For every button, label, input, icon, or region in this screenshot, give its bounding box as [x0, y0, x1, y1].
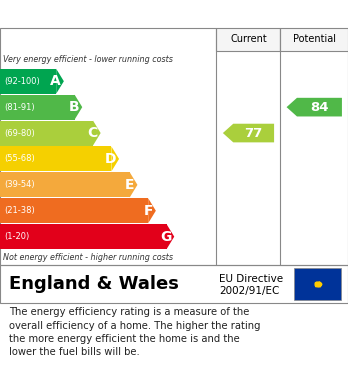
Text: (69-80): (69-80) [4, 129, 35, 138]
Polygon shape [148, 198, 156, 223]
Text: (1-20): (1-20) [4, 232, 30, 241]
Bar [294, 268, 341, 300]
Polygon shape [93, 120, 101, 145]
Text: B: B [69, 100, 79, 114]
Bar [0, 198, 148, 223]
Polygon shape [130, 172, 137, 197]
Bar [0, 147, 111, 171]
Text: D: D [105, 152, 116, 166]
Text: Potential: Potential [293, 34, 336, 44]
Text: 84: 84 [310, 100, 329, 114]
Text: (39-54): (39-54) [4, 180, 35, 189]
Bar [0, 224, 167, 249]
Bar [216, 28, 280, 50]
Bar [280, 28, 348, 50]
Text: EU Directive: EU Directive [219, 274, 283, 284]
Text: 2002/91/EC: 2002/91/EC [219, 286, 279, 296]
Text: Current: Current [230, 34, 267, 44]
Polygon shape [111, 147, 119, 171]
Bar [0, 120, 93, 145]
Text: Not energy efficient - higher running costs: Not energy efficient - higher running co… [3, 253, 173, 262]
Text: (21-38): (21-38) [4, 206, 35, 215]
Polygon shape [286, 98, 342, 117]
Text: Energy Efficiency Rating: Energy Efficiency Rating [9, 7, 230, 22]
Text: F: F [144, 204, 153, 218]
Bar [0, 172, 130, 197]
Text: A: A [50, 74, 61, 88]
Bar [0, 69, 56, 94]
Polygon shape [223, 124, 274, 142]
Text: C: C [88, 126, 98, 140]
Text: (92-100): (92-100) [4, 77, 40, 86]
Text: Very energy efficient - lower running costs: Very energy efficient - lower running co… [3, 55, 173, 64]
Text: England & Wales: England & Wales [9, 275, 179, 293]
Text: (55-68): (55-68) [4, 154, 35, 163]
Text: 77: 77 [245, 127, 263, 140]
Polygon shape [167, 224, 174, 249]
Text: E: E [125, 178, 135, 192]
Polygon shape [56, 69, 64, 94]
Polygon shape [74, 95, 82, 120]
Text: The energy efficiency rating is a measure of the
overall efficiency of a home. T: The energy efficiency rating is a measur… [9, 307, 260, 357]
Text: (81-91): (81-91) [4, 103, 35, 112]
Text: G: G [160, 230, 172, 244]
Bar [0, 95, 74, 120]
